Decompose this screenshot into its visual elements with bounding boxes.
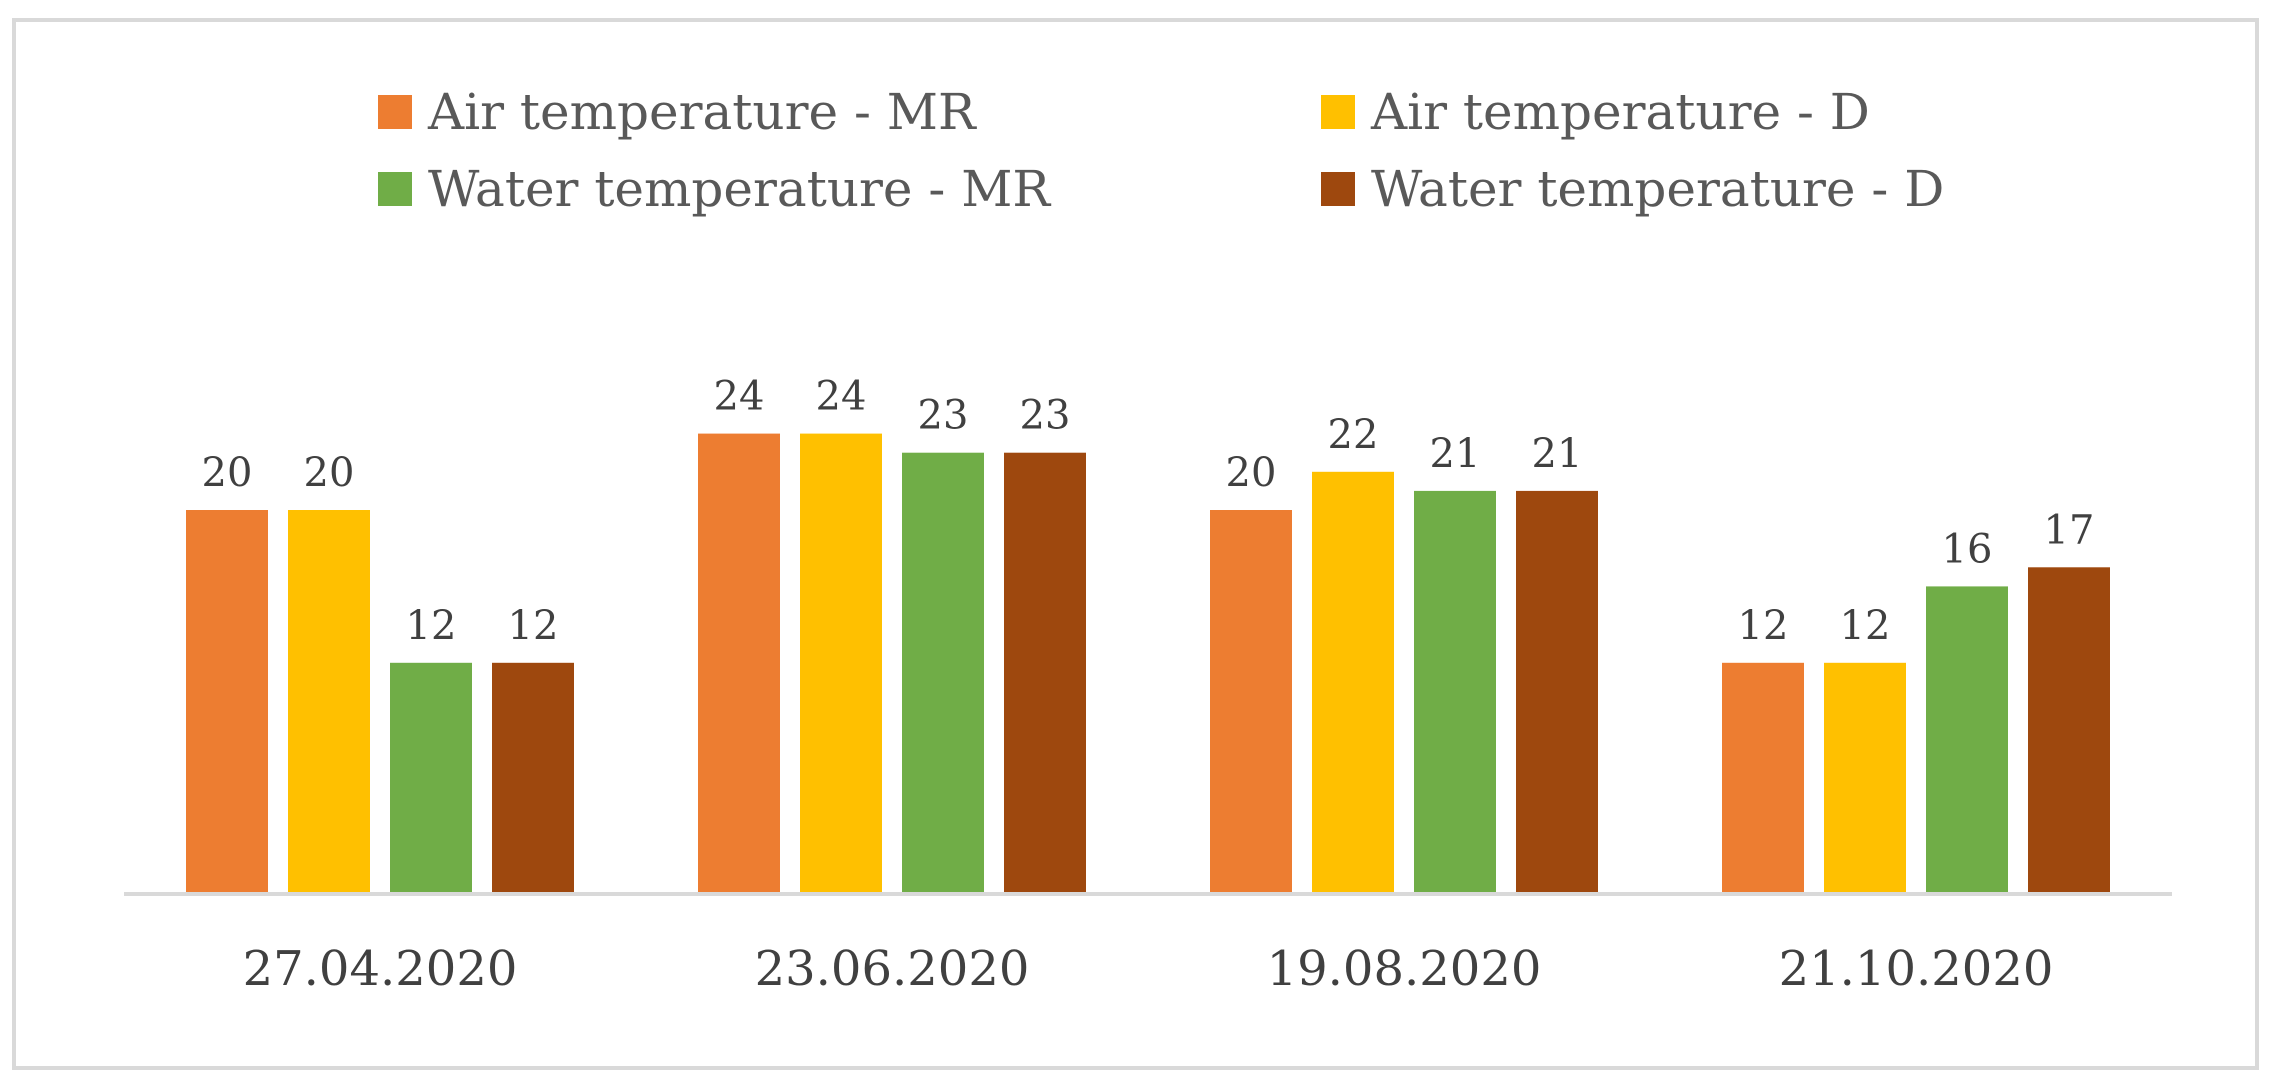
data-labels: 20 20 12 12 24 24 23 23 20 22 21 21 12 12 16 17 — [202, 374, 2095, 649]
data-label-3-4: 16 — [1942, 526, 1993, 572]
bar-2-4 — [1824, 662, 1906, 892]
bar-4-4 — [2028, 567, 2110, 892]
x-tick-label-4: 21.10.2020 — [1779, 941, 2054, 997]
bar-1-2 — [698, 433, 780, 892]
data-label-4-1: 12 — [508, 603, 559, 649]
legend-item-2: Air temperature - D — [1321, 83, 1870, 141]
data-label-3-1: 12 — [406, 603, 457, 649]
bar-2-1 — [288, 510, 370, 892]
chart-frame: Air temperature - MR Air temperature - D W… — [12, 18, 2259, 1070]
data-label-2-1: 20 — [304, 450, 355, 496]
bar-3-1 — [390, 662, 472, 892]
data-label-3-2: 23 — [918, 393, 969, 439]
x-tick-label-1: 27.04.2020 — [243, 941, 518, 997]
bar-3-4 — [1926, 586, 2008, 892]
data-label-2-2: 24 — [816, 374, 867, 420]
legend: Air temperature - MR Air temperature - D W… — [378, 83, 1944, 218]
bar-1-4 — [1722, 662, 1804, 892]
legend-item-3: Water temperature - MR — [378, 160, 1051, 218]
x-tick-label-2: 23.06.2020 — [755, 941, 1030, 997]
legend-label-2: Air temperature - D — [1370, 83, 1870, 141]
bar-3-2 — [902, 452, 984, 892]
bar-3-3 — [1414, 490, 1496, 892]
x-tick-labels: 27.04.2020 23.06.2020 19.08.2020 21.10.2020 — [243, 941, 2054, 997]
data-label-2-4: 12 — [1840, 603, 1891, 649]
bar-4-1 — [492, 662, 574, 892]
x-tick-label-3: 19.08.2020 — [1267, 941, 1542, 997]
bars — [186, 433, 2110, 892]
data-label-1-2: 24 — [714, 374, 765, 420]
data-label-4-2: 23 — [1020, 393, 1071, 439]
legend-swatch-4 — [1321, 172, 1355, 206]
chart-svg: Air temperature - MR Air temperature - D W… — [124, 83, 2172, 997]
legend-label-3: Water temperature - MR — [428, 160, 1051, 218]
bar-4-2 — [1004, 452, 1086, 892]
bar-2-2 — [800, 433, 882, 892]
bar-2-3 — [1312, 471, 1394, 892]
data-label-1-4: 12 — [1738, 603, 1789, 649]
data-label-4-4: 17 — [2044, 507, 2095, 553]
data-label-4-3: 21 — [1532, 431, 1583, 477]
bar-4-3 — [1516, 490, 1598, 892]
legend-swatch-3 — [378, 172, 412, 206]
data-label-1-1: 20 — [202, 450, 253, 496]
data-label-3-3: 21 — [1430, 431, 1481, 477]
legend-label-4: Water temperature - D — [1371, 160, 1944, 218]
legend-label-1: Air temperature - MR — [427, 83, 977, 141]
bar-1-3 — [1210, 510, 1292, 892]
data-label-1-3: 20 — [1226, 450, 1277, 496]
legend-item-1: Air temperature - MR — [378, 83, 977, 141]
legend-swatch-2 — [1321, 95, 1355, 129]
legend-swatch-1 — [378, 95, 412, 129]
data-label-2-3: 22 — [1328, 412, 1379, 458]
bar-1-1 — [186, 510, 268, 892]
legend-item-4: Water temperature - D — [1321, 160, 1944, 218]
